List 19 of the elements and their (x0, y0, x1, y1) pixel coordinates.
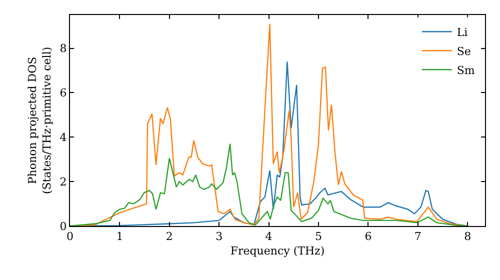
legend-label: Sm (456, 64, 476, 77)
line-series (70, 143, 468, 226)
x-axis-title: Frequency (THz) (230, 244, 325, 258)
legend-label: Li (456, 26, 468, 39)
x-tick-label: 5 (315, 230, 322, 244)
x-tick-label: 7 (414, 230, 422, 244)
y-tick-label: 4 (60, 131, 67, 144)
x-tick-label: 4 (265, 230, 272, 244)
y-tick-label: 2 (60, 175, 67, 188)
y-tick-label: 0 (60, 220, 67, 233)
y-axis-title: Phonon projected DOS (States/THz·primitive cell) (26, 46, 54, 194)
x-tick-label: 3 (216, 230, 223, 244)
x-tick-label: 2 (166, 230, 173, 244)
legend-label: Se (456, 44, 471, 58)
x-tick-label: 6 (364, 230, 372, 244)
x-tick-label: 8 (464, 230, 472, 244)
x-tick-label: 1 (116, 230, 124, 244)
y-tick-label: 8 (60, 42, 67, 56)
y-tick-label: 6 (60, 86, 67, 100)
